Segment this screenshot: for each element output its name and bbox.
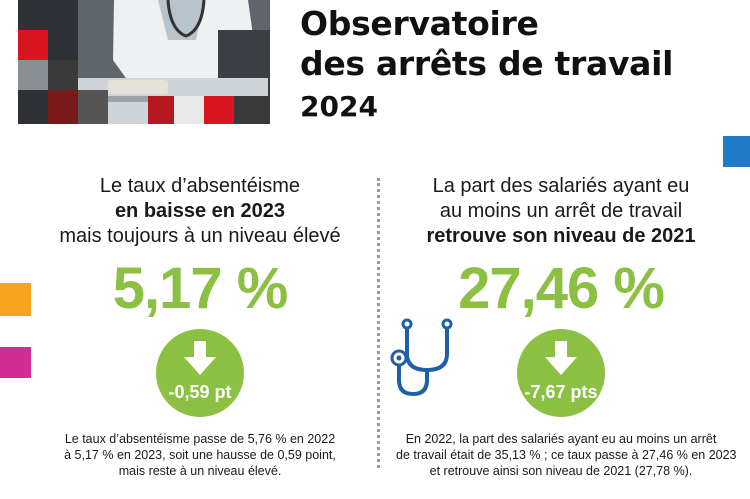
down-arrow-icon <box>184 341 216 375</box>
employees-explanation: En 2022, la part des salariés ayant eu a… <box>396 431 737 479</box>
employees-change-label: -7,67 pts <box>524 382 598 402</box>
absenteeism-rate-value: 5,17 % <box>112 256 289 321</box>
employees-explanation-line-1: En 2022, la part des salariés ayant eu a… <box>405 432 717 446</box>
title-block: Observatoire des arrêts de travail 2024 <box>300 4 673 124</box>
absenteeism-panel: Le taux d’absentéisme en baisse en 2023 … <box>40 174 360 479</box>
absenteeism-heading-line-3: mais toujours à un niveau élevé <box>59 225 341 247</box>
employees-heading-line-3: retrouve son niveau de 2021 <box>426 225 696 247</box>
employees-with-leave-panel: La part des salariés ayant eu au moins u… <box>396 174 737 479</box>
pink-edge-tab <box>0 347 31 378</box>
column-divider <box>377 178 380 468</box>
report-year: 2024 <box>300 90 378 123</box>
employees-explanation-line-2: de travail était de 35,13 % ; ce taux pa… <box>396 448 737 462</box>
page-title-line-2: des arrêts de travail <box>300 44 674 83</box>
absenteeism-change-label: -0,59 pt <box>168 382 232 402</box>
absenteeism-heading-line-1: Le taux d’absentéisme <box>99 175 301 197</box>
employees-share-value: 27,46 % <box>458 256 665 321</box>
hero-photo <box>18 0 270 124</box>
doctor-illustration <box>18 0 270 124</box>
orange-edge-tab <box>0 283 31 316</box>
absenteeism-explanation-line-2: à 5,17 % en 2023, soit une hausse de 0,5… <box>64 448 336 462</box>
absenteeism-change-badge: -0,59 pt <box>156 329 244 417</box>
page-title-line-1: Observatoire <box>300 4 539 43</box>
employees-change-badge: -7,67 pts <box>517 329 605 417</box>
stethoscope-icon <box>390 318 453 397</box>
employees-explanation-line-3: et retrouve ainsi son niveau de 2021 (27… <box>429 464 693 478</box>
employees-heading-line-2: au moins un arrêt de travail <box>439 200 683 222</box>
down-arrow-icon <box>545 341 577 375</box>
absenteeism-explanation-line-3: mais reste à un niveau élevé. <box>118 464 282 478</box>
employees-heading-line-1: La part des salariés ayant eu <box>432 175 690 197</box>
absenteeism-explanation: Le taux d’absentéisme passe de 5,76 % en… <box>40 431 360 479</box>
absenteeism-explanation-line-1: Le taux d’absentéisme passe de 5,76 % en… <box>64 432 336 446</box>
blue-edge-tab <box>723 136 750 167</box>
absenteeism-heading-line-2: en baisse en 2023 <box>114 200 286 222</box>
